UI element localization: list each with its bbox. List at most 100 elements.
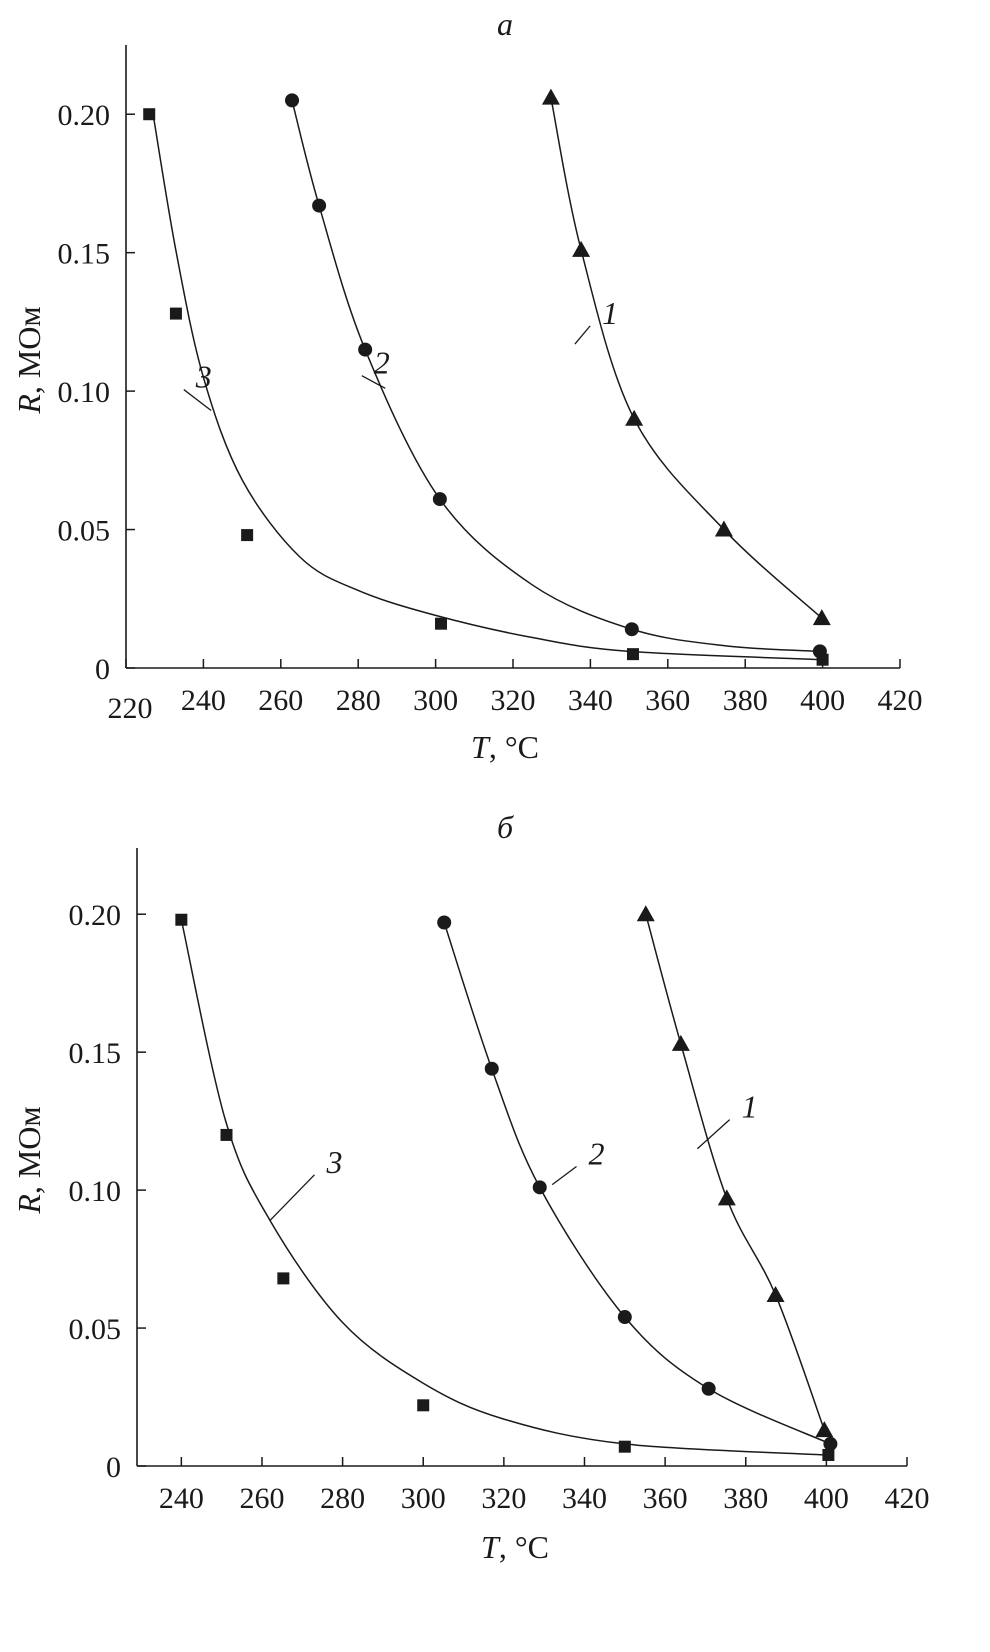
data-point-square — [822, 1448, 835, 1461]
data-point-square — [169, 307, 182, 320]
x-tick-label: 280 — [320, 1482, 365, 1515]
x-axis-label: T, °C — [471, 729, 539, 765]
y-tick-label: 0.10 — [69, 1175, 122, 1208]
x-axis-unit: , °C — [489, 729, 539, 765]
y-tick-label: 0.20 — [69, 899, 122, 932]
panel-title: б — [497, 809, 514, 845]
data-point-circle — [484, 1061, 499, 1076]
data-point-circle — [285, 93, 300, 108]
data-point-triangle — [717, 1189, 736, 1206]
x-axis-label: T, °C — [481, 1529, 549, 1565]
fit-curve — [443, 922, 831, 1445]
data-point-square — [241, 529, 254, 542]
x-tick-label: 300 — [413, 684, 458, 717]
data-point-triangle — [815, 1421, 834, 1438]
x-tick-label: 420 — [885, 1482, 930, 1515]
x-tick-label: 340 — [562, 1482, 607, 1515]
data-point-triangle — [766, 1285, 785, 1302]
data-point-triangle — [541, 88, 560, 105]
data-point-circle — [532, 1180, 547, 1195]
y-tick-label: 0.15 — [58, 238, 111, 271]
y-tick-label: 0.15 — [69, 1037, 122, 1070]
series-label: 3 — [325, 1144, 342, 1180]
fit-curve — [180, 919, 827, 1456]
series-leader-line — [269, 1174, 315, 1221]
y-axis-unit: , МОм — [11, 1106, 47, 1194]
x-tick-label: 220 — [108, 692, 153, 725]
data-point-circle — [312, 198, 327, 213]
data-point-circle — [617, 1310, 632, 1325]
data-point-square — [435, 617, 448, 630]
data-point-square — [277, 1272, 290, 1285]
data-point-square — [143, 108, 156, 121]
y-axis-unit: , МОм — [11, 306, 47, 394]
x-axis-var: T — [481, 1529, 501, 1565]
x-tick-label: 400 — [804, 1482, 849, 1515]
y-tick-label: 0 — [95, 653, 110, 686]
fit-curve — [291, 100, 820, 653]
y-tick-label: 0.05 — [58, 515, 111, 548]
fit-curve — [152, 114, 823, 661]
fit-curve — [645, 914, 826, 1431]
series-1: 1 — [636, 905, 834, 1438]
data-point-square — [220, 1128, 233, 1141]
data-point-triangle — [714, 520, 733, 537]
series-leader-line — [183, 389, 212, 412]
data-point-triangle — [625, 409, 644, 426]
x-axis-unit: , °C — [499, 1529, 549, 1565]
series-label: 3 — [195, 359, 212, 395]
y-axis-label: R, МОм — [11, 306, 47, 414]
data-point-triangle — [572, 240, 591, 257]
series-leader-line — [696, 1119, 731, 1150]
y-axis-var: R — [11, 394, 47, 415]
data-point-circle — [358, 342, 373, 357]
data-point-circle — [701, 1381, 716, 1396]
data-point-triangle — [636, 905, 655, 922]
data-point-circle — [437, 915, 452, 930]
series-label: 1 — [742, 1089, 758, 1125]
series-label: 2 — [374, 345, 390, 381]
y-tick-label: 0.20 — [58, 99, 111, 132]
series-leader-line — [361, 375, 386, 389]
x-tick-label: 340 — [568, 684, 613, 717]
data-point-circle — [823, 1436, 838, 1451]
x-tick-label: 380 — [723, 684, 768, 717]
series-leader-line — [551, 1165, 577, 1186]
data-point-circle — [624, 622, 639, 637]
data-point-square — [417, 1399, 430, 1412]
data-point-circle — [432, 492, 447, 507]
data-point-triangle — [671, 1034, 690, 1051]
data-point-square — [618, 1440, 631, 1453]
y-axis-label: R, МОм — [11, 1106, 47, 1214]
x-tick-label: 380 — [723, 1482, 768, 1515]
x-tick-label: 320 — [481, 1482, 526, 1515]
series-3: 3 — [175, 913, 835, 1461]
x-tick-label: 280 — [336, 684, 381, 717]
fit-curve — [550, 97, 823, 619]
panel-title: а — [497, 6, 513, 42]
x-tick-label: 260 — [239, 1482, 284, 1515]
y-tick-label: 0.05 — [69, 1313, 122, 1346]
series-2: 2 — [285, 93, 827, 659]
data-point-square — [626, 648, 639, 661]
x-tick-label: 260 — [258, 684, 303, 717]
x-tick-label: 240 — [159, 1482, 204, 1515]
panel-b: б 240 260 280 300 320 340 360 380 400 420 0 0.05 0.10… — [11, 809, 930, 1565]
y-tick-label: 0.10 — [58, 376, 111, 409]
series-2: 2 — [437, 915, 838, 1451]
panel-a: а 220 240 260 280 300 320 340 360 380 400 420 0 0.05 0… — [11, 6, 923, 765]
data-point-square — [816, 653, 829, 666]
series-3: 3 — [143, 108, 829, 666]
y-axis-var: R — [11, 1194, 47, 1215]
series-label: 2 — [588, 1136, 604, 1172]
x-tick-label: 320 — [491, 684, 536, 717]
series-label: 1 — [602, 295, 618, 331]
x-tick-label: 400 — [800, 684, 845, 717]
data-point-triangle — [812, 609, 831, 626]
x-axis-var: T — [471, 729, 491, 765]
x-tick-label: 240 — [181, 684, 226, 717]
x-tick-label: 360 — [645, 684, 690, 717]
y-tick-label: 0 — [106, 1451, 121, 1484]
x-tick-label: 300 — [401, 1482, 446, 1515]
